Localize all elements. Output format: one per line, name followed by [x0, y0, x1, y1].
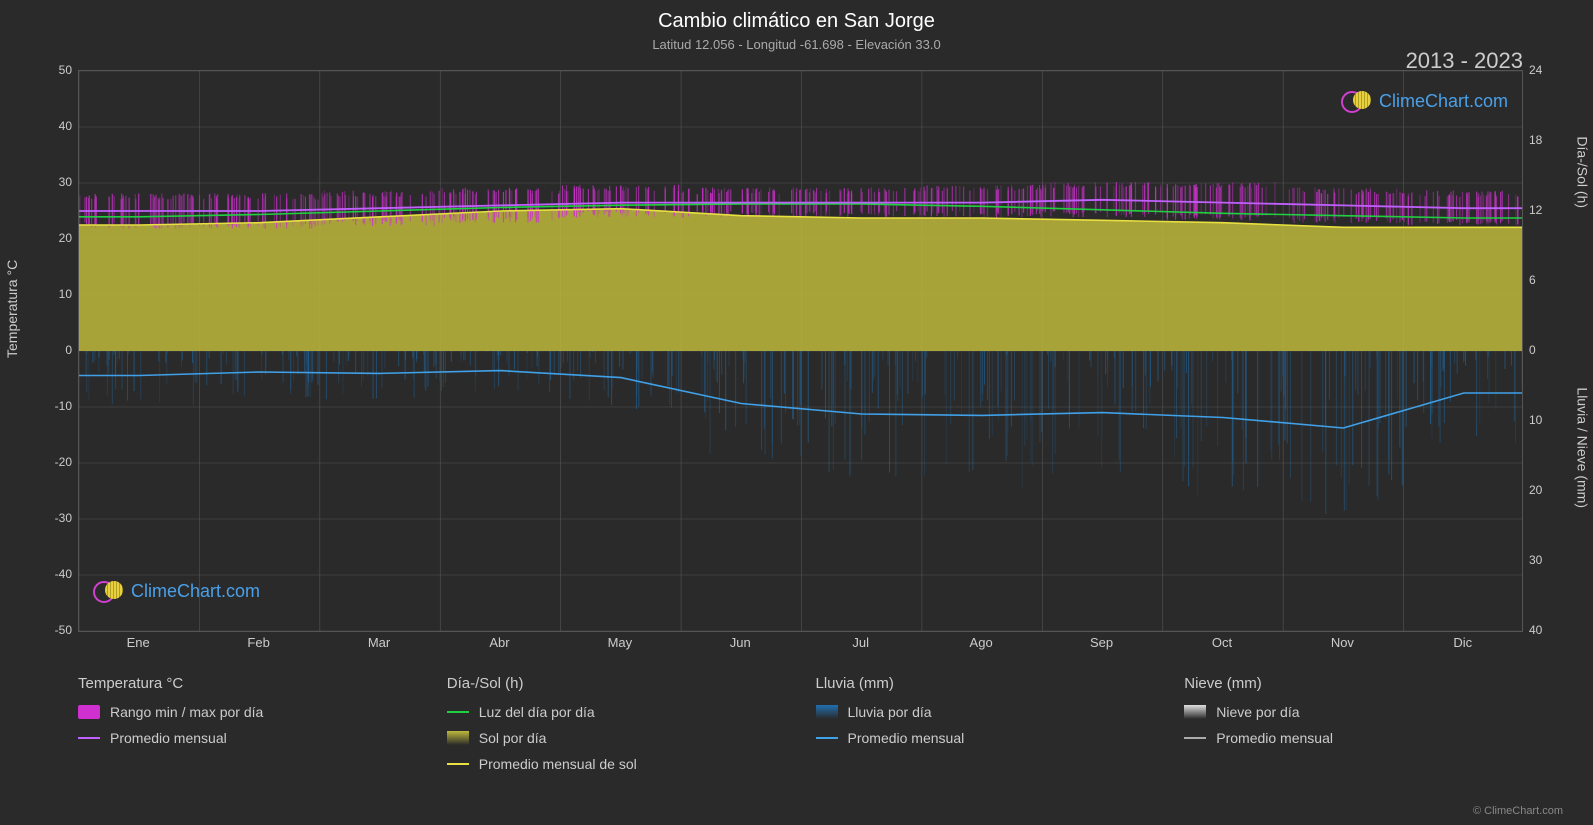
y-tick-left: -30 — [55, 511, 72, 525]
x-tick-month: Sep — [1090, 635, 1113, 650]
legend-items: Luz del día por día Sol por día Promedio m… — [447, 704, 786, 772]
y-tick-left: -20 — [55, 455, 72, 469]
legend-label: Promedio mensual — [1216, 730, 1333, 746]
legend-item: Lluvia por día — [816, 704, 1155, 720]
legend-col-daysun: Día-/Sol (h) Luz del día por día Sol por … — [447, 675, 786, 782]
x-tick-month: Oct — [1212, 635, 1232, 650]
legend-header: Día-/Sol (h) — [447, 675, 786, 692]
x-tick-month: Nov — [1331, 635, 1354, 650]
climechart-logo-icon — [1341, 89, 1373, 113]
y-axis-left: -50-40-30-20-1001020304050 — [38, 70, 78, 630]
y-tick-right: 24 — [1529, 63, 1542, 77]
y-tick-right: 20 — [1529, 483, 1542, 497]
y-axis-left-label: Temperatura °C — [4, 260, 20, 358]
legend-col-snow: Nieve (mm) Nieve por día Promedio mensual — [1184, 675, 1523, 782]
y-tick-right: 18 — [1529, 133, 1542, 147]
x-tick-month: Dic — [1453, 635, 1472, 650]
legend-label: Nieve por día — [1216, 704, 1299, 720]
y-tick-left: 40 — [59, 119, 72, 133]
watermark-text: ClimeChart.com — [1379, 91, 1508, 112]
climechart-logo-icon — [93, 579, 125, 603]
legend-header: Nieve (mm) — [1184, 675, 1523, 692]
legend-label: Luz del día por día — [479, 704, 595, 720]
x-tick-month: Jul — [852, 635, 869, 650]
x-tick-month: Ene — [127, 635, 150, 650]
y-axis-right: 0612182410203040 — [1523, 70, 1563, 630]
legend-item: Sol por día — [447, 730, 786, 746]
legend-col-rain: Lluvia (mm) Lluvia por día Promedio mensu… — [816, 675, 1155, 782]
legend-item: Nieve por día — [1184, 704, 1523, 720]
y-tick-left: 0 — [65, 343, 72, 357]
legend-items: Nieve por día Promedio mensual — [1184, 704, 1523, 746]
legend-items: Lluvia por día Promedio mensual — [816, 704, 1155, 746]
y-tick-left: 10 — [59, 287, 72, 301]
x-tick-month: Mar — [368, 635, 390, 650]
legend: Temperatura °C Rango min / max por día Pr… — [78, 675, 1523, 782]
y-tick-right: 30 — [1529, 553, 1542, 567]
y-tick-left: 50 — [59, 63, 72, 77]
y-tick-left: -50 — [55, 623, 72, 637]
legend-item: Promedio mensual — [816, 730, 1155, 746]
watermark-bottom: ClimeChart.com — [93, 579, 260, 603]
legend-item: Promedio mensual — [1184, 730, 1523, 746]
legend-header: Temperatura °C — [78, 675, 417, 692]
legend-item: Promedio mensual — [78, 730, 417, 746]
y-tick-left: 20 — [59, 231, 72, 245]
plot-area: ClimeChart.com ClimeChart.com — [78, 70, 1523, 632]
y-tick-right: 12 — [1529, 203, 1542, 217]
chart-subtitle: Latitud 12.056 - Longitud -61.698 - Elev… — [0, 37, 1593, 52]
legend-label: Sol por día — [479, 730, 547, 746]
y-axis-right-bottom-label: Lluvia / Nieve (mm) — [1575, 387, 1591, 508]
legend-item: Promedio mensual de sol — [447, 756, 786, 772]
watermark-top: ClimeChart.com — [1341, 89, 1508, 113]
x-axis: Ene Feb Mar Abr May Jun Jul Ago Sep Oct Nov Dic — [78, 635, 1523, 655]
legend-item: Luz del día por día — [447, 704, 786, 720]
legend-header: Lluvia (mm) — [816, 675, 1155, 692]
y-tick-left: 30 — [59, 175, 72, 189]
y-tick-right: 40 — [1529, 623, 1542, 637]
y-tick-left: -40 — [55, 567, 72, 581]
y-tick-right: 10 — [1529, 413, 1542, 427]
y-tick-right: 6 — [1529, 273, 1536, 287]
copyright: © ClimeChart.com — [1473, 805, 1563, 817]
legend-col-temperature: Temperatura °C Rango min / max por día Pr… — [78, 675, 417, 782]
x-tick-month: Abr — [489, 635, 509, 650]
chart-title: Cambio climático en San Jorge — [0, 0, 1593, 33]
legend-label: Rango min / max por día — [110, 704, 263, 720]
y-tick-left: -10 — [55, 399, 72, 413]
y-axis-right-top-label: Día-/Sol (h) — [1575, 136, 1591, 208]
legend-item: Rango min / max por día — [78, 704, 417, 720]
y-tick-right: 0 — [1529, 343, 1536, 357]
legend-items: Rango min / max por día Promedio mensual — [78, 704, 417, 746]
watermark-text: ClimeChart.com — [131, 581, 260, 602]
x-tick-month: Ago — [970, 635, 993, 650]
x-tick-month: Jun — [730, 635, 751, 650]
legend-label: Promedio mensual — [848, 730, 965, 746]
legend-label: Promedio mensual de sol — [479, 756, 637, 772]
legend-label: Promedio mensual — [110, 730, 227, 746]
x-tick-month: May — [608, 635, 633, 650]
data-layer — [79, 71, 1522, 631]
legend-label: Lluvia por día — [848, 704, 932, 720]
x-tick-month: Feb — [247, 635, 269, 650]
climate-chart: Cambio climático en San Jorge Latitud 12… — [0, 0, 1593, 825]
